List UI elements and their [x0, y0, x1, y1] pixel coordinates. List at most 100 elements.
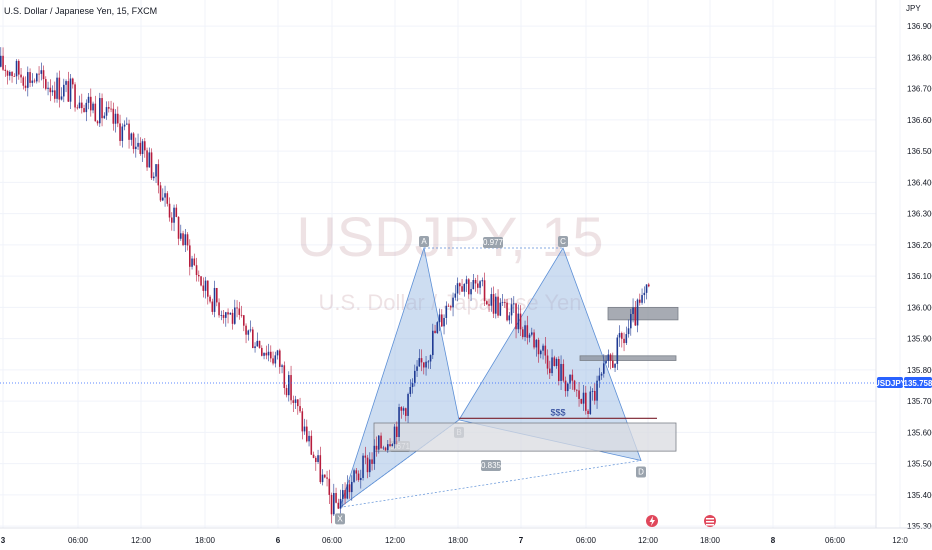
candle-body: [130, 133, 133, 140]
candle-body: [180, 233, 182, 239]
price-axis[interactable]: JPY: [875, 0, 921, 528]
candle-body: [308, 435, 310, 442]
pattern-point-label: X: [337, 514, 343, 523]
candle-body: [528, 334, 531, 338]
candle-body: [288, 375, 290, 396]
candle-body: [274, 355, 277, 364]
pattern-point-label: D: [638, 468, 644, 477]
price-tick-label: 135.600: [907, 428, 932, 437]
time-tick-label[interactable]: 8: [771, 536, 776, 545]
candle-body: [49, 87, 52, 93]
time-tick-label[interactable]: 18:00: [700, 536, 721, 545]
time-tick-label[interactable]: 12:00: [131, 536, 152, 545]
time-tick-label[interactable]: 06:00: [68, 536, 89, 545]
candle-body: [607, 354, 610, 361]
time-tick-label[interactable]: 12:00: [385, 536, 406, 545]
candle-body: [632, 307, 634, 315]
candle-body: [132, 133, 135, 150]
candle-body: [99, 98, 101, 124]
pattern-point-badge: [636, 466, 646, 478]
candle-body: [519, 313, 522, 330]
candle-body: [281, 365, 283, 367]
candle-body: [540, 350, 542, 355]
candle-body: [0, 55, 2, 67]
candle-body: [353, 470, 355, 482]
zones[interactable]: $$$: [373, 306, 679, 452]
candle-body: [294, 399, 297, 403]
candle-body: [159, 185, 162, 201]
candle-body: [182, 233, 184, 246]
economic-events[interactable]: [646, 515, 716, 527]
candle-body: [105, 107, 108, 116]
time-tick-label[interactable]: 6: [276, 536, 281, 545]
time-axis-ticks[interactable]: 3 06:00 12:00 18:00 6 06:00 12:00 18:00 7 06:00 12…: [1, 536, 909, 545]
candle-body: [225, 312, 227, 318]
candle-body: [400, 407, 403, 411]
candle-body: [175, 207, 178, 217]
time-tick-label[interactable]: 18:00: [195, 536, 216, 545]
time-tick-label[interactable]: 12:00: [638, 536, 659, 545]
candle-body: [636, 299, 639, 326]
candle-body: [582, 392, 585, 404]
candle-body: [200, 276, 202, 286]
candle-body: [146, 150, 148, 168]
candle-body: [501, 302, 504, 304]
time-tick-label[interactable]: 7: [519, 536, 524, 545]
candle-body: [272, 358, 274, 364]
candle-body: [20, 74, 22, 78]
candle-body: [477, 283, 479, 288]
price-tick-label: 136.300: [907, 210, 932, 219]
candle-body: [373, 445, 376, 464]
candle-body: [114, 113, 117, 124]
candle-body: [393, 426, 396, 445]
time-tick-label[interactable]: 12:0: [892, 536, 908, 545]
candle-body: [346, 484, 349, 499]
candle-body: [355, 470, 358, 474]
candle-body: [234, 307, 236, 324]
candle-body: [402, 408, 405, 411]
supply-zone-upper[interactable]: [607, 306, 679, 321]
candle-body: [11, 71, 13, 77]
candle-body: [139, 142, 142, 154]
time-tick-label[interactable]: 06:00: [322, 536, 343, 545]
candle-body: [2, 55, 4, 70]
candle-body: [526, 325, 529, 338]
candle-body: [263, 352, 265, 356]
price-tick-label: 136.400: [907, 178, 932, 187]
candle-body: [9, 71, 11, 76]
candle-body: [639, 299, 641, 303]
time-tick-label[interactable]: 18:00: [448, 536, 469, 545]
candle-body: [227, 312, 229, 315]
candle-body: [339, 498, 342, 509]
candle-body: [337, 502, 340, 509]
chart-title: U.S. Dollar / Japanese Yen, 15, FXCM: [4, 6, 157, 16]
candle-body: [508, 315, 511, 321]
time-tick-label[interactable]: 06:00: [576, 536, 597, 545]
candle-body: [216, 287, 218, 303]
pattern-point-badge: [335, 513, 345, 525]
candle-body: [490, 294, 493, 306]
candle-body: [369, 459, 371, 473]
candle-body: [542, 345, 544, 351]
watermark-description: U.S. Dollar / Japanese Yen: [319, 290, 582, 315]
candle-body: [522, 329, 524, 338]
candle-body: [207, 280, 209, 297]
price-tag-value: 135.758: [904, 379, 932, 388]
demand-zone[interactable]: [373, 422, 677, 452]
candle-body: [249, 329, 252, 331]
candle-body: [414, 370, 416, 384]
time-tick-label[interactable]: 06:00: [825, 536, 846, 545]
candle-body: [432, 330, 434, 356]
candle-body: [96, 121, 99, 124]
pattern-ratio-badge: [481, 460, 501, 471]
candle-body: [441, 314, 443, 327]
supply-zone-lower[interactable]: [579, 355, 677, 361]
candle-body: [285, 388, 288, 396]
candle-body: [137, 142, 139, 147]
candle-body: [209, 296, 211, 302]
time-tick-label[interactable]: 3: [1, 536, 6, 545]
candle-body: [171, 217, 173, 223]
candle-body: [558, 359, 560, 381]
